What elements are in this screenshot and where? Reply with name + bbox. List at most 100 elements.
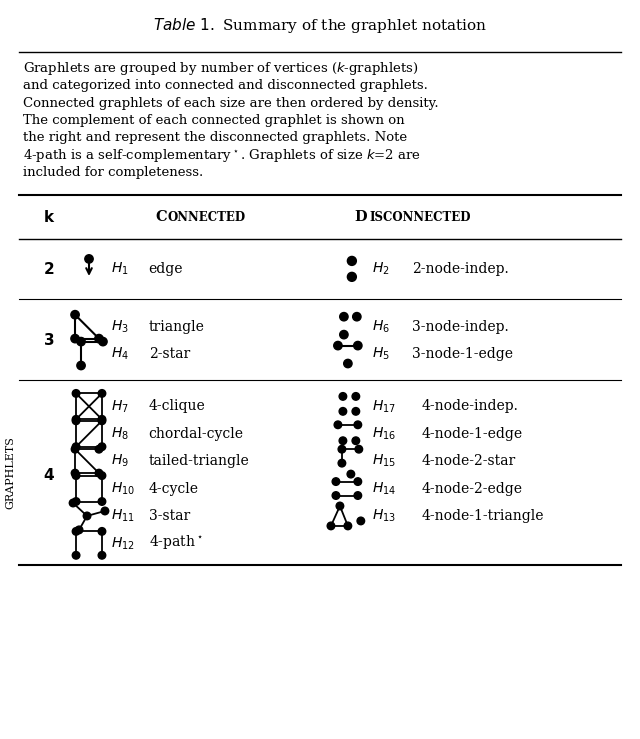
Text: the right and represent the disconnected graphlets. Note: the right and represent the disconnected… <box>23 132 408 144</box>
Text: 4-node-2-star: 4-node-2-star <box>422 454 516 468</box>
Circle shape <box>71 469 79 477</box>
Circle shape <box>340 330 348 338</box>
Circle shape <box>101 507 109 515</box>
Circle shape <box>95 335 103 343</box>
Text: $H_4$: $H_4$ <box>111 345 129 362</box>
Text: 2-node-indep.: 2-node-indep. <box>412 262 508 276</box>
Circle shape <box>355 446 363 453</box>
Circle shape <box>85 255 93 263</box>
Text: chordal-cycle: chordal-cycle <box>148 426 244 440</box>
Circle shape <box>327 522 335 530</box>
Text: $\mathbf{4}$: $\mathbf{4}$ <box>44 467 55 483</box>
Text: $H_6$: $H_6$ <box>372 319 390 335</box>
Text: triangle: triangle <box>148 320 205 334</box>
Text: $H_9$: $H_9$ <box>111 453 129 469</box>
Text: GRAPHLETS: GRAPHLETS <box>5 437 15 509</box>
Text: $H_7$: $H_7$ <box>111 398 129 415</box>
Circle shape <box>77 361 85 370</box>
Circle shape <box>344 522 351 530</box>
Text: Graphlets are grouped by number of vertices ($k$-graphlets): Graphlets are grouped by number of verti… <box>23 60 419 77</box>
Circle shape <box>71 310 79 319</box>
Circle shape <box>338 446 346 453</box>
Text: C: C <box>156 210 167 224</box>
Circle shape <box>98 528 106 535</box>
Circle shape <box>347 470 355 478</box>
Circle shape <box>354 341 362 350</box>
Text: 4-node-2-edge: 4-node-2-edge <box>422 482 522 496</box>
Text: 4-cycle: 4-cycle <box>148 482 199 496</box>
Text: $H_{15}$: $H_{15}$ <box>372 453 396 469</box>
Circle shape <box>353 313 361 321</box>
Circle shape <box>338 460 346 467</box>
Text: $H_5$: $H_5$ <box>372 345 390 362</box>
Circle shape <box>83 512 91 520</box>
Text: 4-node-1-edge: 4-node-1-edge <box>422 426 523 440</box>
Circle shape <box>69 500 77 507</box>
Text: 4-node-indep.: 4-node-indep. <box>422 399 518 413</box>
Circle shape <box>72 551 80 559</box>
Circle shape <box>354 421 362 429</box>
Circle shape <box>336 503 344 510</box>
Text: $H_{12}$: $H_{12}$ <box>111 535 135 551</box>
Circle shape <box>98 417 106 425</box>
Text: $H_{14}$: $H_{14}$ <box>372 480 396 497</box>
Circle shape <box>339 392 347 401</box>
Text: $H_8$: $H_8$ <box>111 426 129 442</box>
Text: 3-node-1-edge: 3-node-1-edge <box>412 347 513 361</box>
Circle shape <box>348 256 356 265</box>
Circle shape <box>72 443 80 451</box>
Circle shape <box>332 478 340 486</box>
Text: edge: edge <box>148 262 183 276</box>
Text: 4-node-1-triangle: 4-node-1-triangle <box>422 509 544 523</box>
Text: 4-path$^\star$: 4-path$^\star$ <box>148 534 203 553</box>
Circle shape <box>98 497 106 505</box>
Circle shape <box>98 443 106 451</box>
Circle shape <box>72 417 80 425</box>
Circle shape <box>99 338 107 346</box>
Circle shape <box>72 389 80 397</box>
Circle shape <box>344 359 352 368</box>
Circle shape <box>340 313 348 321</box>
Text: $H_{13}$: $H_{13}$ <box>372 508 396 524</box>
Circle shape <box>77 338 85 346</box>
Circle shape <box>357 517 365 525</box>
Text: $\it{Table\ 1.}$ Summary of the graphlet notation: $\it{Table\ 1.}$ Summary of the graphlet… <box>153 16 487 35</box>
Circle shape <box>98 389 106 397</box>
Text: $H_1$: $H_1$ <box>111 261 129 277</box>
Circle shape <box>98 551 106 559</box>
Text: 4-clique: 4-clique <box>148 399 205 413</box>
Circle shape <box>76 526 83 534</box>
Circle shape <box>95 469 103 477</box>
Circle shape <box>334 421 342 429</box>
Circle shape <box>354 478 362 486</box>
Text: $H_{11}$: $H_{11}$ <box>111 508 135 524</box>
Text: D: D <box>355 210 367 224</box>
Circle shape <box>352 407 360 415</box>
Text: ONNECTED: ONNECTED <box>168 211 246 224</box>
Circle shape <box>339 437 347 445</box>
Text: and categorized into connected and disconnected graphlets.: and categorized into connected and disco… <box>23 79 428 92</box>
Circle shape <box>98 415 106 423</box>
Circle shape <box>339 407 347 415</box>
Circle shape <box>333 341 342 350</box>
Circle shape <box>352 437 360 445</box>
Text: $\mathbf{k}$: $\mathbf{k}$ <box>43 209 56 225</box>
Circle shape <box>71 335 79 343</box>
Circle shape <box>72 528 80 535</box>
Text: $H_2$: $H_2$ <box>372 261 389 277</box>
Text: $H_3$: $H_3$ <box>111 319 129 335</box>
Text: $H_{16}$: $H_{16}$ <box>372 426 396 442</box>
Circle shape <box>71 446 79 453</box>
Circle shape <box>352 392 360 401</box>
Circle shape <box>72 497 80 505</box>
Circle shape <box>72 415 80 423</box>
Text: tailed-triangle: tailed-triangle <box>148 454 250 468</box>
Text: The complement of each connected graphlet is shown on: The complement of each connected graphle… <box>23 114 405 127</box>
Text: ISCONNECTED: ISCONNECTED <box>370 211 471 224</box>
Circle shape <box>348 273 356 282</box>
Text: $\mathbf{3}$: $\mathbf{3}$ <box>44 332 55 348</box>
Text: 3-star: 3-star <box>148 509 190 523</box>
Text: included for completeness.: included for completeness. <box>23 166 204 180</box>
Text: $H_{17}$: $H_{17}$ <box>372 398 396 415</box>
Circle shape <box>72 471 80 480</box>
